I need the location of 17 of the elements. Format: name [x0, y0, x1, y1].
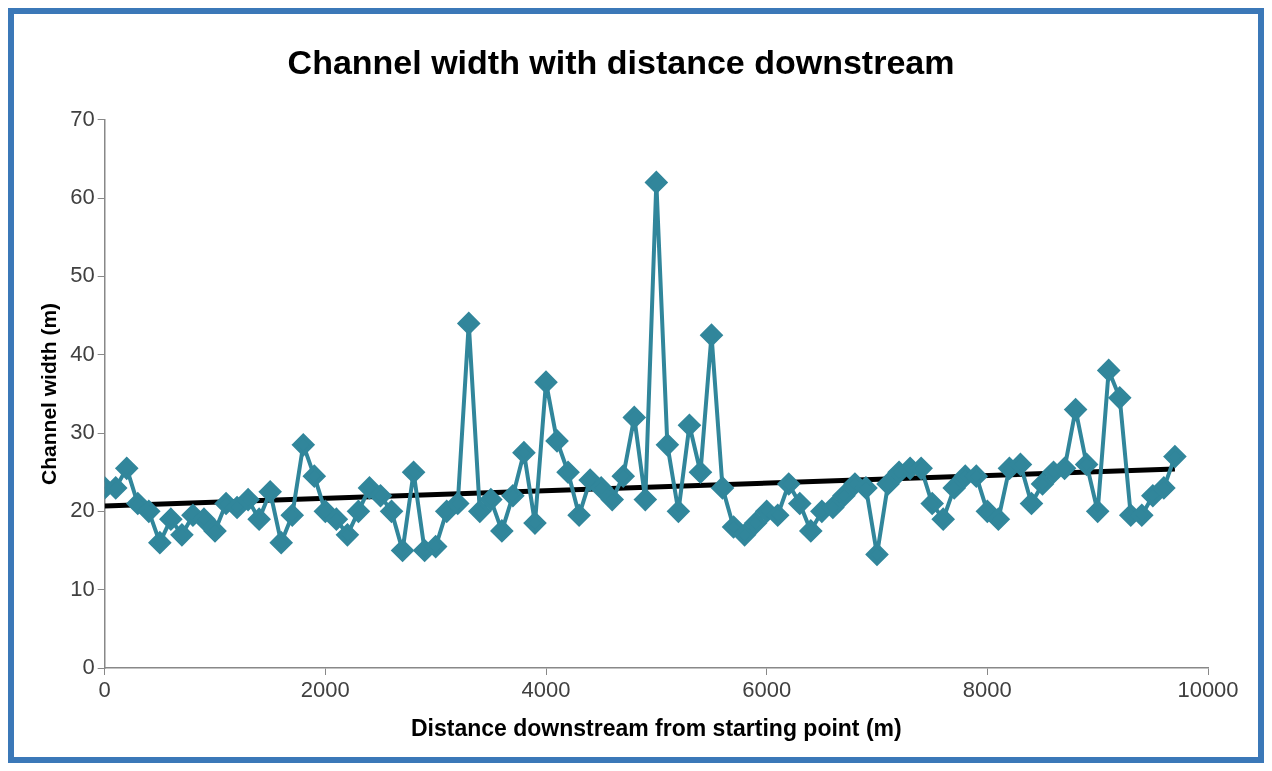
y-tick-label: 40: [70, 340, 95, 366]
x-tick-label: 6000: [742, 677, 792, 703]
x-tick-label: 2000: [300, 677, 350, 703]
chart-title: Channel width with distance downstream: [287, 42, 955, 81]
x-tick-label: 10000: [1177, 677, 1239, 703]
y-tick-label: 70: [70, 105, 95, 131]
x-axis-title: Distance downstream from starting point (m): [410, 714, 902, 741]
y-axis-title: Channel width (m): [37, 302, 61, 485]
x-tick-label: 4000: [521, 677, 571, 703]
y-tick-label: 50: [70, 262, 95, 288]
y-tick-label: 30: [70, 419, 95, 445]
y-tick-label: 0: [82, 654, 95, 680]
x-tick-label: 8000: [962, 677, 1012, 703]
y-tick-label: 10: [70, 575, 95, 601]
y-tick-label: 20: [70, 497, 95, 523]
x-tick-label: 0: [98, 677, 111, 703]
y-tick-label: 60: [70, 184, 95, 210]
